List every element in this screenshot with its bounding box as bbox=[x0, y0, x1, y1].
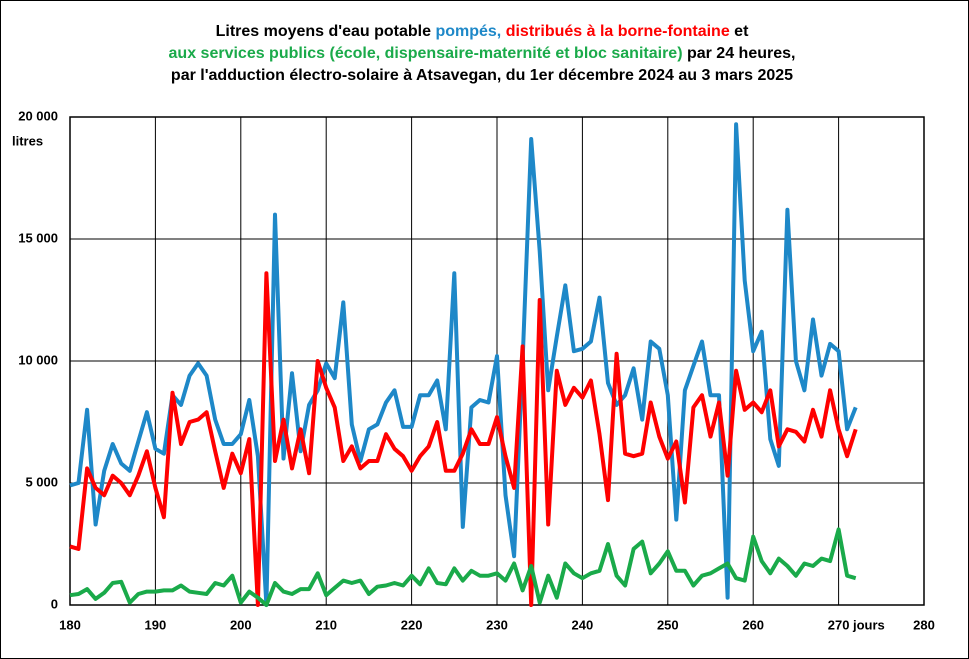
data-line bbox=[69, 271, 858, 607]
title-segment: et bbox=[730, 23, 749, 40]
x-tick-label: 220 bbox=[401, 617, 423, 632]
plot-border bbox=[69, 116, 925, 606]
x-axis-label: jours bbox=[852, 617, 885, 632]
title-line: par l'adduction électro-solaire à Atsave… bbox=[171, 67, 793, 84]
chart-title: Litres moyens d'eau potable pompés, dist… bbox=[169, 23, 796, 84]
x-tick-label: 230 bbox=[486, 617, 508, 632]
x-tick-label: 270 bbox=[828, 617, 850, 632]
data-line bbox=[69, 122, 858, 607]
title-line: Litres moyens d'eau potable pompés, dist… bbox=[216, 23, 749, 40]
title-segment: par l'adduction électro-solaire à Atsave… bbox=[171, 67, 793, 84]
title-segment: Litres moyens d'eau potable bbox=[216, 23, 436, 40]
title-segment: par 24 heures, bbox=[683, 45, 796, 62]
title-segment: pompés, bbox=[435, 23, 501, 40]
y-tick-label: 5 000 bbox=[25, 474, 58, 489]
title-segment: distribués à la borne-fontaine bbox=[501, 23, 730, 40]
x-tick-label: 210 bbox=[315, 617, 337, 632]
y-tick-label: 20 000 bbox=[18, 108, 58, 123]
y-tick-label: 10 000 bbox=[18, 352, 58, 367]
title-segment: aux services publics (école, dispensaire… bbox=[169, 45, 683, 62]
x-tick-label: 260 bbox=[742, 617, 764, 632]
y-tick-label: 15 000 bbox=[18, 230, 58, 245]
x-tick-label: 200 bbox=[230, 617, 252, 632]
x-tick-label: 240 bbox=[572, 617, 594, 632]
x-tick-label: 250 bbox=[657, 617, 679, 632]
x-tick-label: 180 bbox=[59, 617, 81, 632]
title-line: aux services publics (école, dispensaire… bbox=[169, 45, 796, 62]
y-axis-label: litres bbox=[12, 133, 43, 148]
x-tick-label: 190 bbox=[145, 617, 167, 632]
x-tick-label: 280 bbox=[913, 617, 935, 632]
y-tick-label: 0 bbox=[51, 596, 58, 611]
data-line bbox=[69, 527, 857, 607]
